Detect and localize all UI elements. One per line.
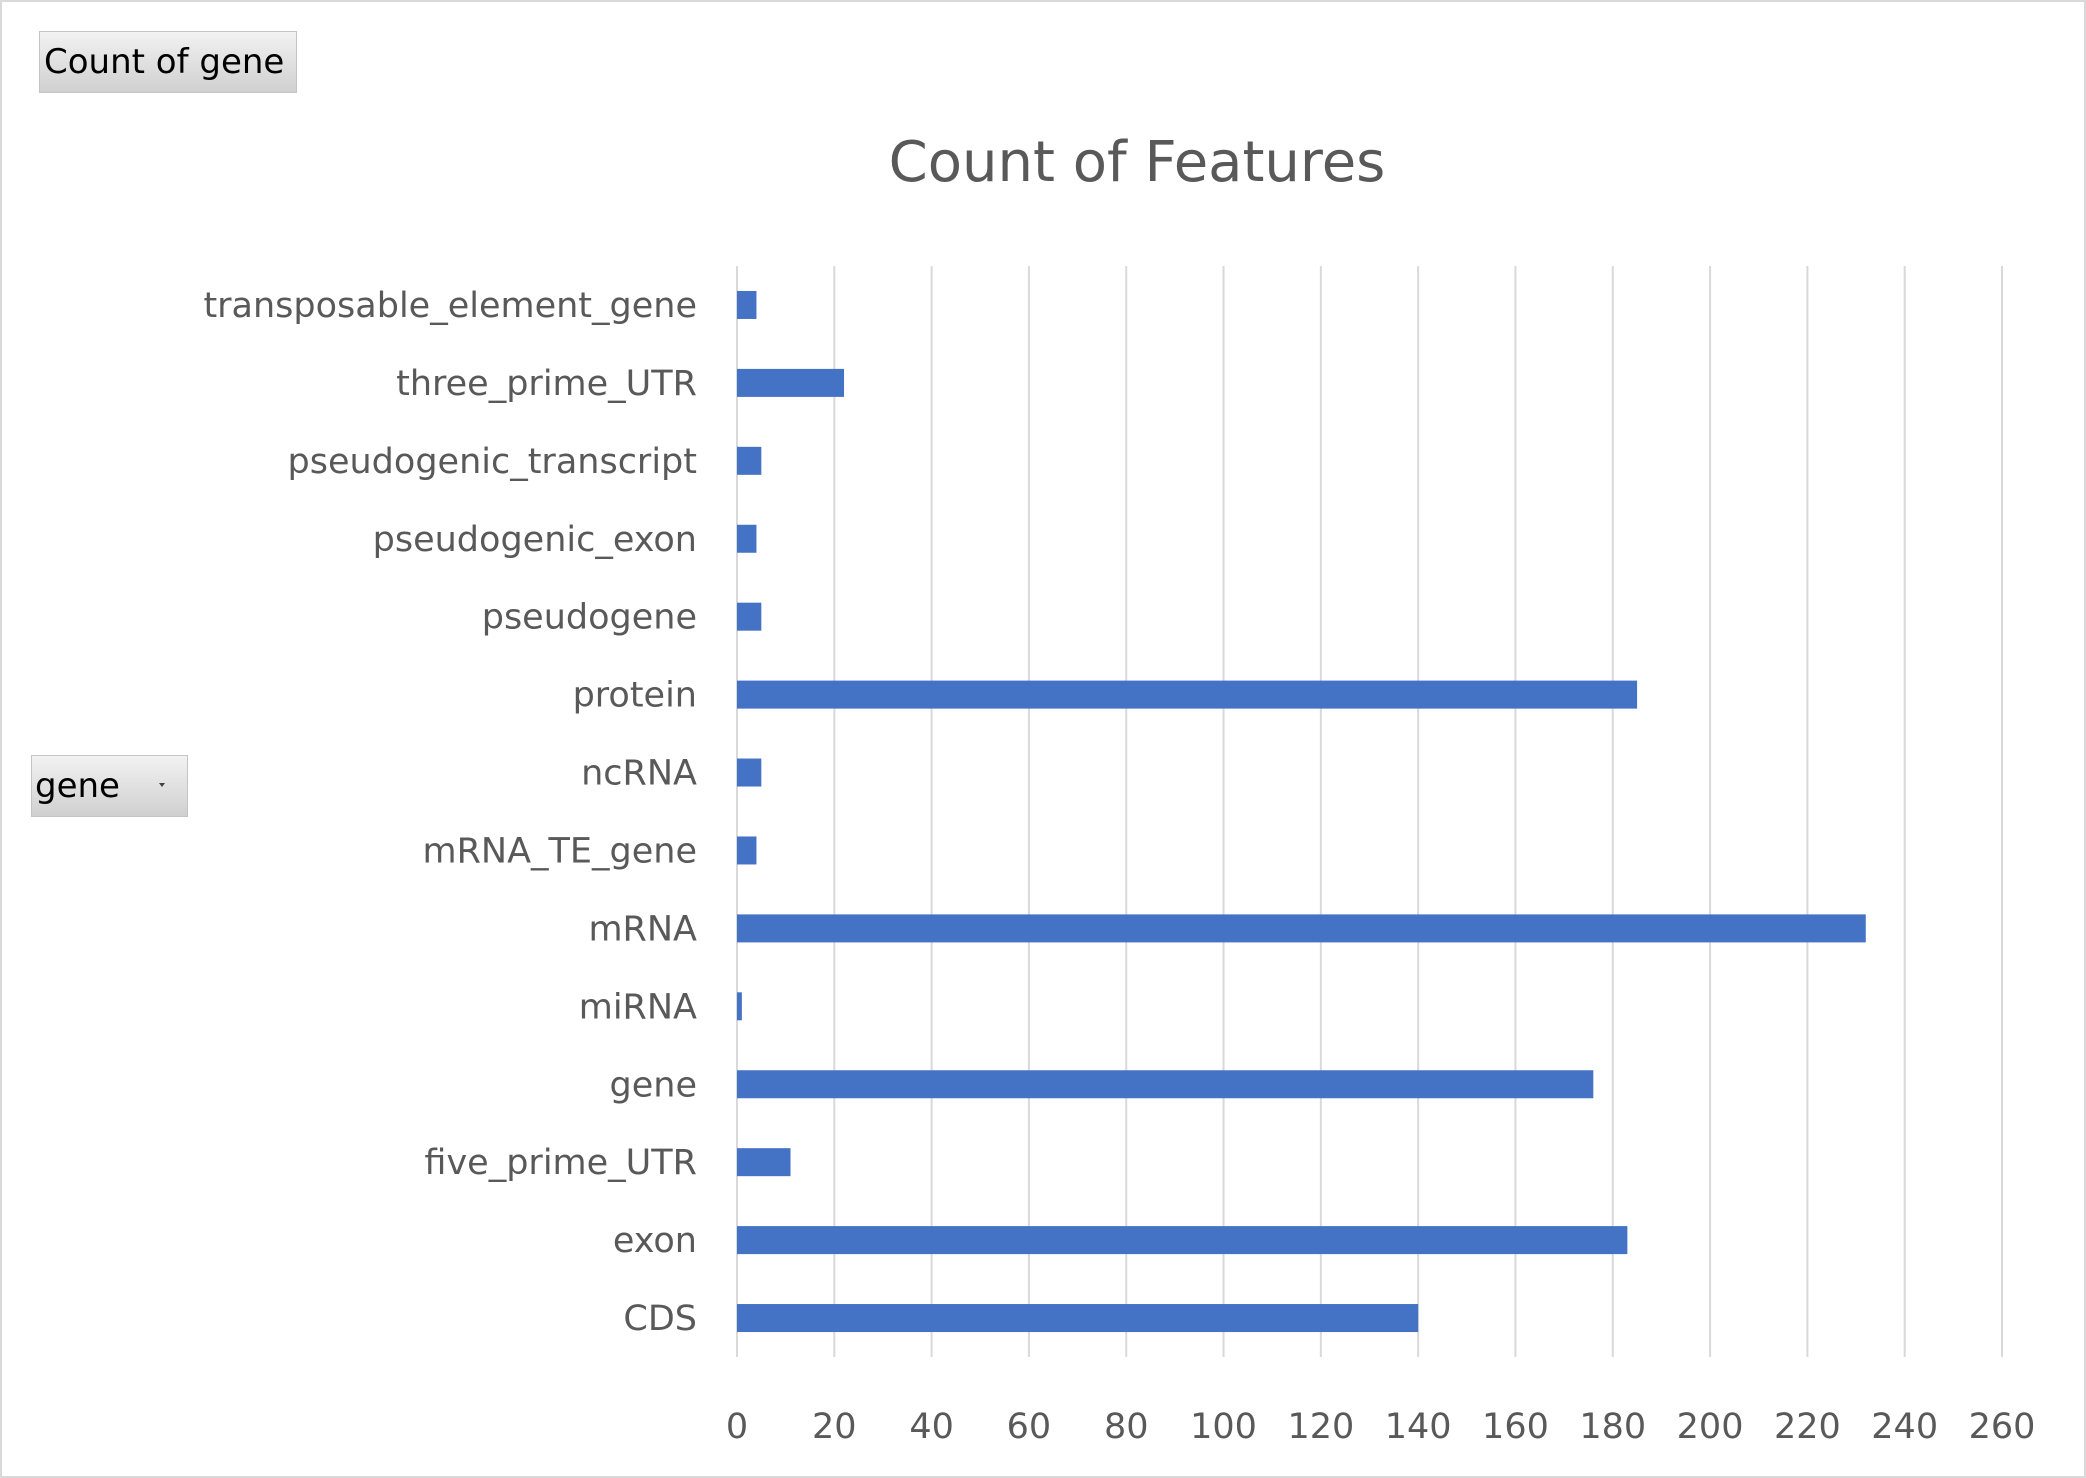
category-label: pseudogenic_transcript [288,442,697,482]
x-tick-label: 160 [1482,1407,1549,1447]
bar [737,446,762,475]
x-tick-label: 20 [812,1407,857,1447]
bar [737,758,762,787]
x-tick-label: 80 [1104,1407,1149,1447]
bar [737,914,1866,943]
axis-field-label: gene [35,766,120,806]
gridlines [736,266,2003,1357]
axis-field-button[interactable]: gene [31,755,188,817]
value-field-button[interactable]: Count of gene [39,31,297,93]
dropdown-arrow-icon [159,783,165,787]
x-tick-label: 60 [1007,1407,1052,1447]
x-tick-label: 220 [1774,1407,1841,1447]
bar [737,992,742,1021]
category-label: miRNA [579,987,697,1027]
bar [737,368,845,397]
category-axis: CDS exon five_prime_UTR gene miRNA mRNA mRNA_T… [203,286,697,1339]
x-tick-label: 100 [1190,1407,1257,1447]
x-tick-label: 0 [726,1407,748,1447]
x-tick-label: 240 [1871,1407,1938,1447]
x-tick-label: 140 [1385,1407,1452,1447]
category-label: ncRNA [581,754,697,794]
category-label: five_prime_UTR [424,1143,697,1183]
category-label: protein [573,676,697,716]
category-label: pseudogene [482,598,697,638]
x-tick-label: 200 [1677,1407,1744,1447]
category-label: exon [613,1221,697,1261]
bars [737,290,1866,1333]
value-axis: 0 20 40 60 80 100 120 140 160 180 200 220 240 260 [726,1407,2036,1447]
bar [737,602,762,631]
bar [737,1226,1628,1255]
category-label: three_prime_UTR [396,364,697,404]
category-label: CDS [623,1299,697,1339]
category-label: pseudogenic_exon [373,520,697,560]
bar [737,680,1638,709]
bar [737,1148,791,1177]
x-tick-label: 260 [1969,1407,2036,1447]
value-field-label: Count of gene [44,42,285,82]
bar [737,1070,1594,1099]
category-label: mRNA_TE_gene [423,831,698,871]
x-tick-label: 120 [1287,1407,1354,1447]
chart-title: Count of Features [888,130,1386,195]
x-tick-label: 40 [909,1407,954,1447]
category-label: mRNA [588,909,697,949]
bar [737,836,757,865]
category-label: transposable_element_gene [203,286,697,326]
category-label: gene [610,1065,697,1105]
bar [737,290,757,319]
x-tick-label: 180 [1579,1407,1646,1447]
bar [737,524,757,553]
bar [737,1304,1419,1333]
